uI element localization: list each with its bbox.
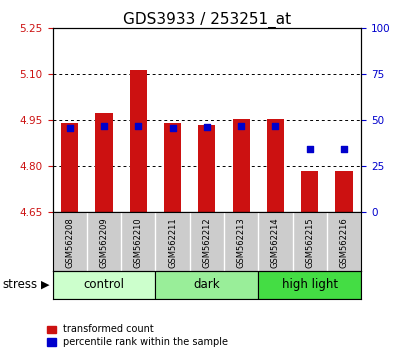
Text: GSM562210: GSM562210 bbox=[134, 217, 143, 268]
Bar bbox=[336, 171, 353, 212]
Bar bbox=[52, 271, 155, 299]
Point bbox=[135, 124, 142, 129]
Text: control: control bbox=[84, 279, 124, 291]
Bar bbox=[233, 119, 250, 212]
Text: GSM562211: GSM562211 bbox=[168, 217, 177, 268]
Title: GDS3933 / 253251_at: GDS3933 / 253251_at bbox=[123, 12, 291, 28]
Text: GSM562216: GSM562216 bbox=[339, 217, 349, 268]
Text: high light: high light bbox=[282, 279, 338, 291]
Point bbox=[307, 146, 313, 152]
Text: GSM562213: GSM562213 bbox=[236, 217, 246, 268]
Point bbox=[169, 125, 176, 131]
Point bbox=[238, 123, 244, 129]
Bar bbox=[267, 119, 284, 212]
Bar bbox=[130, 70, 147, 212]
Text: dark: dark bbox=[194, 279, 220, 291]
Bar bbox=[258, 271, 361, 299]
Point bbox=[272, 124, 279, 129]
Text: GSM562215: GSM562215 bbox=[305, 217, 314, 268]
Text: GSM562208: GSM562208 bbox=[65, 217, 74, 268]
Text: GSM562214: GSM562214 bbox=[271, 217, 280, 268]
Point bbox=[66, 125, 73, 131]
Bar bbox=[301, 171, 318, 212]
Text: stress: stress bbox=[2, 279, 37, 291]
Text: GSM562209: GSM562209 bbox=[100, 217, 108, 268]
Point bbox=[204, 124, 210, 130]
Bar bbox=[164, 124, 181, 212]
Bar bbox=[198, 125, 215, 212]
Text: GSM562212: GSM562212 bbox=[202, 217, 211, 268]
Bar bbox=[61, 124, 78, 212]
Point bbox=[101, 124, 108, 129]
Legend: transformed count, percentile rank within the sample: transformed count, percentile rank withi… bbox=[47, 325, 228, 347]
Text: ▶: ▶ bbox=[41, 280, 50, 290]
Point bbox=[341, 146, 347, 152]
Bar bbox=[95, 113, 113, 212]
Bar bbox=[155, 271, 258, 299]
